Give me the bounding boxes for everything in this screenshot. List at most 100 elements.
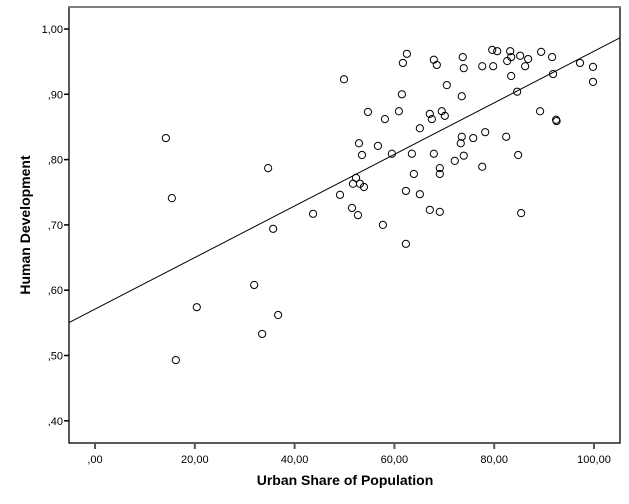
data-point bbox=[335, 190, 345, 199]
data-point bbox=[478, 62, 487, 71]
data-point bbox=[351, 173, 361, 182]
data-point bbox=[347, 203, 357, 213]
data-point bbox=[489, 62, 498, 71]
data-point bbox=[427, 115, 436, 124]
data-point bbox=[407, 149, 416, 158]
data-point bbox=[380, 115, 390, 124]
data-point bbox=[274, 310, 283, 320]
data-point bbox=[397, 90, 406, 99]
data-point bbox=[353, 211, 363, 220]
data-point bbox=[359, 182, 369, 192]
x-tick-label: 40,00 bbox=[281, 454, 309, 466]
data-point bbox=[457, 92, 466, 101]
data-point bbox=[469, 133, 478, 143]
data-point bbox=[507, 71, 516, 81]
data-point bbox=[357, 150, 367, 160]
data-point bbox=[264, 163, 273, 173]
data-point bbox=[415, 124, 424, 133]
data-point bbox=[167, 194, 176, 203]
y-tick-label: ,50 bbox=[48, 351, 63, 363]
data-point bbox=[503, 56, 512, 66]
fit-line bbox=[68, 37, 621, 323]
data-point bbox=[192, 303, 201, 312]
data-point bbox=[442, 81, 451, 90]
plot-area bbox=[68, 6, 621, 444]
data-point bbox=[378, 220, 388, 229]
data-point bbox=[481, 128, 490, 137]
data-point bbox=[493, 47, 502, 56]
x-tick-label: 20,00 bbox=[181, 454, 209, 466]
data-point bbox=[398, 58, 407, 68]
data-point bbox=[394, 107, 403, 116]
data-point bbox=[459, 151, 468, 160]
x-tick-label: 80,00 bbox=[480, 454, 508, 466]
data-point bbox=[339, 75, 349, 84]
data-point bbox=[478, 162, 487, 171]
data-point bbox=[548, 69, 558, 79]
data-point bbox=[425, 205, 434, 214]
y-axis-title: Human Development bbox=[17, 155, 33, 295]
data-point bbox=[409, 169, 418, 179]
data-point bbox=[514, 150, 523, 160]
data-point bbox=[517, 209, 526, 218]
data-point bbox=[588, 77, 598, 86]
data-point bbox=[507, 52, 516, 62]
data-point bbox=[536, 107, 545, 116]
data-point bbox=[250, 280, 259, 290]
regression-line bbox=[68, 37, 621, 323]
data-point bbox=[161, 133, 170, 143]
data-point bbox=[437, 107, 446, 116]
data-point bbox=[435, 169, 444, 179]
y-tick-label: 1,00 bbox=[42, 24, 63, 36]
data-point bbox=[440, 111, 449, 120]
data-point bbox=[458, 52, 467, 62]
x-axis: ,00 20,00 40,00 60,00 80,00 100,00 bbox=[87, 443, 611, 466]
data-point bbox=[502, 132, 511, 141]
data-point bbox=[547, 52, 557, 62]
data-point bbox=[537, 47, 546, 56]
y-tick-label: ,60 bbox=[48, 285, 63, 297]
data-point bbox=[456, 139, 465, 148]
y-tick-label: ,40 bbox=[48, 416, 63, 428]
data-point bbox=[415, 190, 424, 199]
data-point bbox=[363, 107, 373, 117]
data-point bbox=[457, 132, 466, 141]
data-point bbox=[516, 51, 525, 60]
data-point bbox=[488, 45, 497, 54]
data-point bbox=[513, 87, 522, 96]
data-point bbox=[506, 47, 515, 56]
data-point bbox=[450, 156, 459, 166]
data-point bbox=[269, 224, 278, 233]
x-tick-label: ,00 bbox=[87, 454, 102, 466]
y-tick-label: ,70 bbox=[48, 220, 63, 232]
data-point bbox=[521, 62, 530, 71]
data-point bbox=[435, 163, 444, 173]
data-point bbox=[373, 141, 383, 150]
x-axis-title: Urban Share of Population bbox=[257, 472, 434, 488]
data-point bbox=[401, 186, 410, 196]
data-point bbox=[258, 329, 267, 339]
data-point bbox=[552, 116, 561, 126]
y-tick-label: ,90 bbox=[48, 89, 63, 101]
data-point bbox=[425, 109, 434, 118]
data-point bbox=[575, 58, 585, 68]
data-point bbox=[524, 54, 533, 64]
data-point bbox=[308, 209, 318, 218]
plot-frame bbox=[68, 6, 621, 444]
y-axis: 1,00 ,90 ,80 ,70 ,60 ,50 ,40 bbox=[42, 24, 69, 428]
data-point bbox=[387, 149, 397, 158]
data-points bbox=[161, 45, 598, 365]
data-point bbox=[588, 62, 598, 71]
data-point bbox=[402, 49, 411, 58]
data-point bbox=[432, 60, 441, 70]
data-point bbox=[435, 207, 444, 216]
data-point bbox=[354, 139, 364, 148]
data-point bbox=[459, 64, 468, 73]
x-tick-label: 60,00 bbox=[381, 454, 409, 466]
y-tick-label: ,80 bbox=[48, 155, 63, 167]
data-point bbox=[401, 239, 410, 248]
data-point bbox=[171, 355, 180, 365]
data-point bbox=[429, 149, 438, 158]
